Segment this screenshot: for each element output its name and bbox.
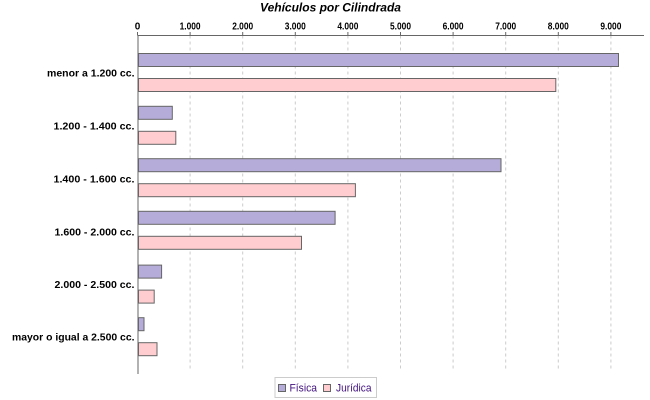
svg-text:Vehículos por Cilindrada: Vehículos por Cilindrada	[260, 1, 401, 15]
svg-text:1.600 - 2.000 cc.: 1.600 - 2.000 cc.	[55, 227, 135, 238]
svg-text:3.000: 3.000	[285, 22, 306, 33]
svg-text:2.000: 2.000	[232, 22, 253, 33]
svg-text:1.400 - 1.600 cc.: 1.400 - 1.600 cc.	[54, 175, 135, 186]
svg-text:5.000: 5.000	[390, 22, 411, 33]
svg-text:Física: Física	[290, 382, 318, 394]
svg-text:0: 0	[135, 22, 141, 33]
svg-text:8.000: 8.000	[548, 22, 569, 33]
svg-text:menor a 1.200 cc.: menor a 1.200 cc.	[47, 69, 135, 80]
svg-text:mayor o igual a 2.500 cc.: mayor o igual a 2.500 cc.	[12, 332, 135, 343]
svg-text:4.000: 4.000	[337, 22, 358, 33]
svg-text:6.000: 6.000	[443, 22, 464, 33]
svg-text:9.000: 9.000	[600, 22, 621, 33]
svg-text:1.200 - 1.400 cc.: 1.200 - 1.400 cc.	[54, 121, 135, 132]
svg-text:Jurídica: Jurídica	[336, 382, 372, 394]
svg-text:1.000: 1.000	[180, 22, 201, 33]
svg-text:2.000 - 2.500 cc.: 2.000 - 2.500 cc.	[55, 280, 135, 291]
svg-text:7.000: 7.000	[495, 22, 516, 33]
